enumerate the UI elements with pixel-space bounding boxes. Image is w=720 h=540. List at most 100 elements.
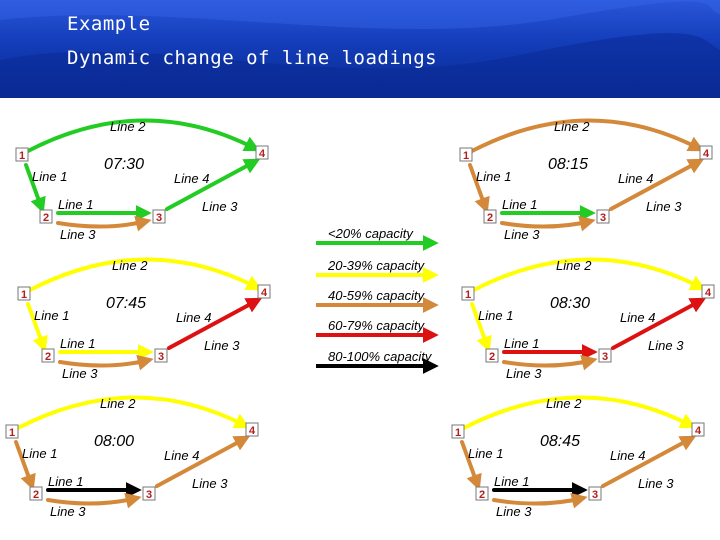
node-label: 2 [489,351,495,363]
node-2: 2 [29,486,43,501]
line-4-label: Line 4 [618,171,653,186]
node-2: 2 [483,209,497,224]
line-4-label: Line 4 [610,448,645,463]
line-1-label: Line 1 [22,446,57,461]
line-3-label: Line 3 [504,227,540,242]
line-1-link [460,440,482,491]
line-2-label: Line 2 [110,119,146,134]
node-3: 3 [152,209,166,224]
legend-item: 60-79% capacity [316,318,439,343]
node-3: 3 [598,348,612,363]
node-label: 3 [592,489,598,501]
line-3-right-label: Line 3 [202,199,238,214]
panel-time: 07:45 [106,295,146,312]
legend-item: 20-39% capacity [316,258,439,283]
node-label: 4 [695,425,702,437]
panel-time: 08:15 [548,156,588,173]
line-1-label: Line 1 [478,308,513,323]
node-4: 4 [691,422,705,437]
legend-label: 80-100% capacity [328,349,433,364]
node-label: 1 [465,289,471,301]
line-3-label: Line 3 [506,366,542,381]
line-3-right-label: Line 3 [204,338,240,353]
line-2-label: Line 2 [556,258,592,273]
node-2: 2 [475,486,489,501]
line-1-link [26,302,48,353]
node-3: 3 [596,209,610,224]
line-2-arc [470,118,705,153]
panel-time: 08:30 [550,295,590,312]
slide-title: Example [67,13,151,35]
line-3-label: Line 3 [60,227,96,242]
line-4-label: Line 4 [176,310,211,325]
line-1-horizontal-label: Line 1 [48,474,83,489]
line-1-label: Line 1 [476,169,511,184]
node-label: 3 [602,351,608,363]
line-3-label: Line 3 [62,366,98,381]
network-panel: 1 2 3 4 Line 2 Line 1 Line 1 Line 3 Line 4 Line 3… [15,118,269,242]
line-1-label: Line 1 [468,446,503,461]
line-2-arc [16,395,251,430]
line-3-right-label: Line 3 [648,338,684,353]
node-label: 3 [146,489,152,501]
line-4-link [155,435,251,488]
legend-label: 60-79% capacity [328,318,426,333]
line-3-right-label: Line 3 [192,476,228,491]
network-panels: 1 2 3 4 Line 2 Line 1 Line 1 Line 3 Line 4 Line 3… [5,118,715,519]
line-4-label: Line 4 [174,171,209,186]
node-3: 3 [154,348,168,363]
legend-label: 20-39% capacity [327,258,426,273]
node-label: 2 [45,351,51,363]
line-2-label: Line 2 [546,396,582,411]
panel-time: 08:00 [94,433,134,450]
legend-label: <20% capacity [328,226,414,241]
line-2-arc [462,395,697,430]
line-3-link [46,492,142,509]
line-3-link [500,215,596,232]
line-1-link [14,440,36,491]
node-label: 1 [463,150,469,162]
line-1-horizontal-label: Line 1 [502,197,537,212]
line-4-link [167,297,263,350]
node-label: 4 [703,148,710,160]
network-panel: 1 2 3 4 Line 2 Line 1 Line 1 Line 3 Line 4 Line 3… [459,118,713,242]
capacity-legend: <20% capacity 20-39% capacity 40-59% capac… [316,226,439,374]
node-label: 2 [43,212,49,224]
node-label: 2 [479,489,485,501]
line-1-label: Line 1 [32,169,67,184]
line-1-horizontal-label: Line 1 [504,336,539,351]
line-4-link [601,435,697,488]
line-4-link [611,297,707,350]
line-1-horizontal-label: Line 1 [494,474,529,489]
node-label: 1 [455,427,461,439]
node-label: 3 [600,212,606,224]
line-4-label: Line 4 [164,448,199,463]
node-label: 4 [249,425,256,437]
node-4: 4 [701,284,715,299]
node-2: 2 [41,348,55,363]
network-panel: 1 2 3 4 Line 2 Line 1 Line 1 Line 3 Line 4 Line 3… [17,257,271,381]
node-label: 1 [9,427,15,439]
line-3-link [56,215,152,232]
line-2-label: Line 2 [112,258,148,273]
node-1: 1 [461,286,475,301]
banner-wave-decoration [0,0,720,98]
node-4: 4 [257,284,271,299]
node-label: 2 [487,212,493,224]
line-1-link [470,302,492,353]
line-3-right-label: Line 3 [638,476,674,491]
legend-item: 80-100% capacity [316,349,439,374]
node-label: 4 [261,287,268,299]
node-1: 1 [17,286,31,301]
panel-time: 07:30 [104,156,144,173]
network-panel: 1 2 3 4 Line 2 Line 1 Line 1 Line 3 Line 4 Line 3… [461,257,715,381]
line-4-label: Line 4 [620,310,655,325]
legend-item: 40-59% capacity [316,288,439,313]
line-2-arc [28,257,263,292]
title-banner [0,0,720,98]
node-1: 1 [451,424,465,439]
node-1: 1 [15,147,29,162]
node-label: 4 [259,148,266,160]
node-3: 3 [588,486,602,501]
